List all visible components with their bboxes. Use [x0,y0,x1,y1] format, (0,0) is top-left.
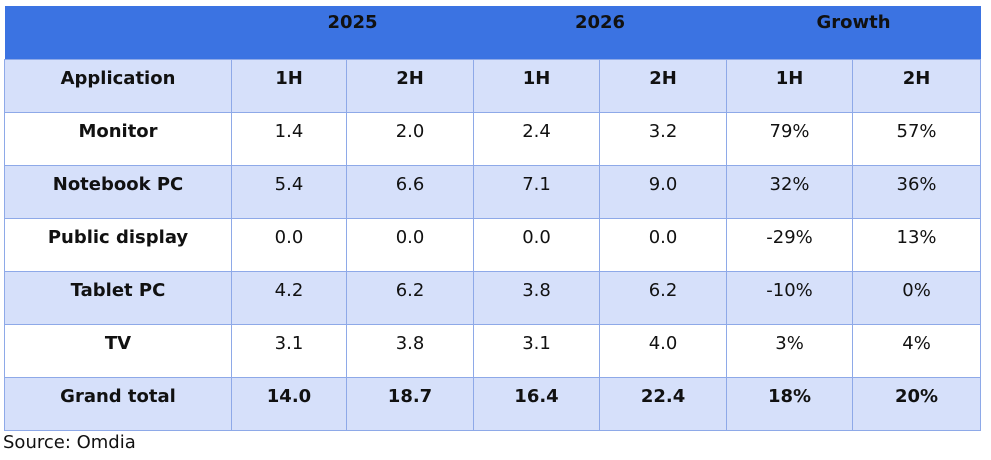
value-cell: 3.2 [599,111,728,166]
table-row-tv: TV 3.1 3.8 3.1 4.0 3% 4% [4,323,982,378]
growth-cell: -10% [726,270,854,325]
application-cell: Public display [4,217,232,272]
value-cell: 7.1 [473,164,601,219]
table-row-notebook-pc: Notebook PC 5.4 6.6 7.1 9.0 32% 36% [4,164,982,219]
column-header-growth-2h: 2H [852,58,982,113]
column-header-2025-2h: 2H [345,58,475,113]
year-header-row: 2025 2026 Growth [4,6,981,59]
column-header-application: Application [4,58,232,113]
value-cell: 4.2 [231,270,347,325]
growth-cell: 3% [726,323,854,378]
growth-cell: 57% [852,111,982,166]
application-cell: Tablet PC [4,270,232,325]
data-table: 2025 2026 Growth Application 1H 2H 1H 2H… [4,6,982,431]
year-header-growth: Growth [726,6,981,59]
total-growth-cell: 20% [852,376,982,431]
value-cell: 0.0 [231,217,347,272]
year-header-empty [4,6,232,59]
value-cell: 6.2 [599,270,728,325]
year-header-2026: 2026 [473,6,727,59]
application-cell: Monitor [4,111,232,166]
value-cell: 3.1 [231,323,347,378]
column-header-2026-1h: 1H [473,58,601,113]
growth-cell: 4% [852,323,982,378]
total-value-cell: 16.4 [473,376,601,431]
column-header-row: Application 1H 2H 1H 2H 1H 2H [4,58,982,113]
total-value-cell: 14.0 [231,376,347,431]
column-header-2025-1h: 1H [231,58,347,113]
value-cell: 4.0 [599,323,728,378]
column-header-2026-2h: 2H [599,58,728,113]
value-cell: 1.4 [231,111,347,166]
application-cell: TV [4,323,232,378]
value-cell: 0.0 [599,217,728,272]
growth-cell: 32% [726,164,854,219]
value-cell: 2.4 [473,111,601,166]
table-row-tablet-pc: Tablet PC 4.2 6.2 3.8 6.2 -10% 0% [4,270,982,325]
growth-cell: 0% [852,270,982,325]
value-cell: 6.2 [345,270,475,325]
column-header-growth-1h: 1H [726,58,854,113]
growth-cell: 36% [852,164,982,219]
value-cell: 3.8 [345,323,475,378]
table-row-monitor: Monitor 1.4 2.0 2.4 3.2 79% 57% [4,111,982,166]
total-value-cell: 18.7 [345,376,475,431]
growth-cell: 79% [726,111,854,166]
value-cell: 2.0 [345,111,475,166]
value-cell: 3.8 [473,270,601,325]
value-cell: 5.4 [231,164,347,219]
growth-cell: -29% [726,217,854,272]
growth-cell: 13% [852,217,982,272]
application-cell: Notebook PC [4,164,232,219]
value-cell: 3.1 [473,323,601,378]
value-cell: 9.0 [599,164,728,219]
value-cell: 6.6 [345,164,475,219]
total-value-cell: 22.4 [599,376,728,431]
grand-total-label: Grand total [4,376,232,431]
total-growth-cell: 18% [726,376,854,431]
table-row-grand-total: Grand total 14.0 18.7 16.4 22.4 18% 20% [4,376,982,431]
table-row-public-display: Public display 0.0 0.0 0.0 0.0 -29% 13% [4,217,982,272]
year-header-2025: 2025 [231,6,474,59]
value-cell: 0.0 [473,217,601,272]
value-cell: 0.0 [345,217,475,272]
source-note: Source: Omdia [3,432,136,453]
